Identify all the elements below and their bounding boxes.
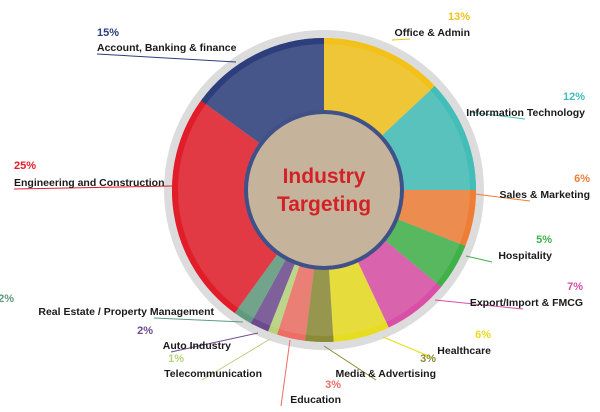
percent-label-healthcare: 6% <box>475 329 491 341</box>
percent-label-education: 3% <box>325 379 341 391</box>
center-title-line-2: Targeting <box>277 193 371 216</box>
category-label-information-technology: Information Technology <box>466 107 585 119</box>
slice-media-advertising <box>304 267 334 342</box>
percent-label-information-technology: 12% <box>563 91 585 103</box>
leader-line-hospitality <box>465 255 493 263</box>
leader-line-account-banking-finance <box>96 53 237 63</box>
slice-rim-education <box>277 328 306 341</box>
slice-rim-telecommunication <box>268 325 279 335</box>
center-title-line-1: Industry <box>283 165 366 188</box>
slice-rim-office-admin <box>323 38 435 91</box>
percent-label-real-estate-property-management: 2% <box>0 293 14 305</box>
center-hub <box>244 110 404 270</box>
slice-rim-sales-marketing <box>459 189 476 246</box>
category-label-telecommunication: Telecommunication <box>164 368 262 380</box>
category-label-office-admin: Office & Admin <box>395 27 470 39</box>
leader-line-education <box>280 339 291 407</box>
slice-hospitality <box>384 218 466 287</box>
leader-line-healthcare <box>382 336 432 358</box>
category-label-engineering-and-construction: Engineering and Construction <box>14 177 165 189</box>
slice-rim-export-import-fmcg <box>386 283 442 328</box>
percent-label-auto-industry: 2% <box>137 325 153 337</box>
percent-label-media-advertising: 3% <box>420 353 436 365</box>
leader-line-auto-industry <box>170 332 259 353</box>
leader-line-engineering-and-construction <box>13 185 173 190</box>
leader-line-office-admin <box>391 38 411 41</box>
category-label-export-import-fmcg: Export/Import & FMCG <box>470 297 583 309</box>
category-label-hospitality: Hospitality <box>498 250 552 262</box>
leader-line-sales-marketing <box>474 193 531 202</box>
category-label-auto-industry: Auto Industry <box>163 340 231 352</box>
slice-healthcare <box>328 260 389 342</box>
percent-label-telecommunication: 1% <box>168 353 184 365</box>
slice-rim-account-banking-finance <box>201 38 325 105</box>
leader-line-real-estate-property-management <box>153 317 244 323</box>
slice-rim-media-advertising <box>304 334 334 342</box>
percent-label-export-import-fmcg: 7% <box>567 281 583 293</box>
percent-label-hospitality: 5% <box>536 234 552 246</box>
category-label-real-estate-property-management: Real Estate / Property Management <box>38 306 214 318</box>
slice-rim-healthcare <box>333 322 389 342</box>
slice-education <box>277 264 315 341</box>
percent-label-office-admin: 13% <box>448 11 470 23</box>
leader-line-export-import-fmcg <box>434 299 524 310</box>
percent-label-account-banking-finance: 15% <box>97 27 119 39</box>
leader-line-media-advertising <box>323 345 377 381</box>
slice-sales-marketing <box>396 190 476 246</box>
slice-rim-real-estate-property-management <box>234 308 254 324</box>
category-label-account-banking-finance: Account, Banking & finance <box>97 42 237 54</box>
slice-auto-industry <box>250 258 296 332</box>
category-label-healthcare: Healthcare <box>437 345 491 357</box>
category-label-education: Education <box>290 394 341 406</box>
leader-line-information-technology <box>469 111 526 120</box>
slice-rim-information-technology <box>430 85 476 191</box>
slice-rim-hospitality <box>436 243 466 287</box>
percent-label-sales-marketing: 6% <box>574 173 590 185</box>
slice-real-estate-property-management <box>234 253 287 324</box>
category-label-sales-marketing: Sales & Marketing <box>500 189 590 201</box>
slice-engineering-and-construction <box>172 100 279 313</box>
slice-office-admin <box>324 38 435 137</box>
category-label-media-advertising: Media & Advertising <box>335 368 436 380</box>
slice-rim-engineering-and-construction <box>172 100 239 313</box>
slice-rim-auto-industry <box>250 317 271 332</box>
leader-line-telecommunication <box>201 338 271 381</box>
slice-telecommunication <box>268 262 300 335</box>
percent-label-engineering-and-construction: 25% <box>14 160 36 172</box>
